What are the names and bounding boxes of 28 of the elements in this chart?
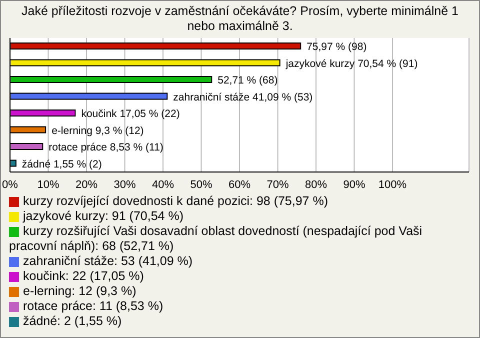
legend-label: kurzy rozvíjející dovednosti k dané pozici: 98 (75,97 %) xyxy=(23,194,328,208)
data-label: rotace práce 8,53 % (11) xyxy=(48,142,164,154)
legend-label: koučink: 22 (17,05 %) xyxy=(23,269,144,283)
legend-label: žádné: 2 (1,55 %) xyxy=(23,314,122,328)
x-tick-label: 70% xyxy=(266,178,289,191)
x-tick-label: 90% xyxy=(343,178,366,191)
chart-title: Jaké příležitosti rozvoje v zaměstnání očekáváte? Prosím, vyberte minimálně 1 nebo maximálně 3. xyxy=(20,3,460,35)
legend-label: zahraniční stáže: 53 (41,09 %) xyxy=(23,254,193,268)
data-label: e-lerning 9,3 % (12) xyxy=(52,124,144,137)
legend-label: rotace práce: 11 (8,53 %) xyxy=(23,299,164,313)
x-tick-label: 100% xyxy=(378,178,407,191)
data-label: jazykové kurzy 70,54 % (91) xyxy=(284,58,418,70)
x-tick-label: 20% xyxy=(75,178,98,191)
legend-label: e-lerning: 12 (9,3 %) xyxy=(23,284,136,298)
x-tick-label: 0% xyxy=(2,178,18,191)
legend-label: kurzy rozšiřující Vaši dosavadní oblast dovedností (nespadající pod Vaši pracovní náplň): 68 (52,71 %) xyxy=(9,224,422,253)
x-tick-label: 50% xyxy=(190,178,212,191)
data-label: žádné 1,55 % (2) xyxy=(22,158,102,170)
x-tick-label: 40% xyxy=(152,178,174,191)
data-label: 75,97 % (98) xyxy=(306,41,367,53)
x-tick-label: 80% xyxy=(304,178,328,191)
data-label: koučink 17,05 % (22) xyxy=(81,108,180,120)
data-label: 52,71 % (68) xyxy=(218,74,278,86)
legend-label: jazykové kurzy: 91 (70,54 %) xyxy=(23,209,184,223)
x-tick-label: 30% xyxy=(114,178,136,191)
data-label: zahraniční stáže 41,09 % (53) xyxy=(173,91,313,104)
x-tick-label: 10% xyxy=(37,178,60,191)
x-tick-label: 60% xyxy=(228,178,251,191)
